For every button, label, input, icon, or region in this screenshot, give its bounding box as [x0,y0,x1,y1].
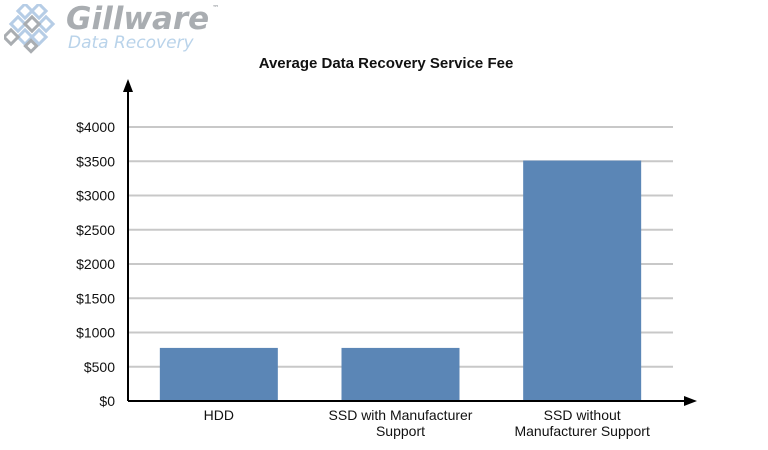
bar [159,347,278,401]
logo-subtitle: Data Recovery [68,33,194,53]
trademark-symbol: ™ [212,4,220,12]
x-axis-arrow [684,396,697,406]
gillware-logo: Gillware ™ Data Recovery [4,1,220,54]
y-tick-label: $4000 [76,119,115,135]
y-tick-label: $2000 [76,256,115,272]
y-tick-label: $2500 [76,222,115,238]
y-tick-label: $0 [99,393,115,409]
x-tick-label: SSD with Manufacturer [329,407,473,423]
y-tick-label: $1500 [76,290,115,306]
chart-title: Average Data Recovery Service Fee [258,55,514,72]
y-tick-label: $3000 [76,188,115,204]
x-tick-label: Support [376,423,425,439]
lattice-logo-icon [4,4,56,54]
bar [523,160,642,401]
y-tick-label: $1000 [76,325,115,341]
x-tick-label: SSD without [544,407,621,423]
y-axis-arrow [123,79,133,92]
y-tick-label: $500 [84,359,115,375]
bar [341,347,460,401]
logo-name: Gillware ™ [66,1,220,37]
x-tick-label: HDD [204,407,234,423]
x-tick-label: Manufacturer Support [514,423,650,439]
y-tick-label: $3500 [76,153,115,169]
